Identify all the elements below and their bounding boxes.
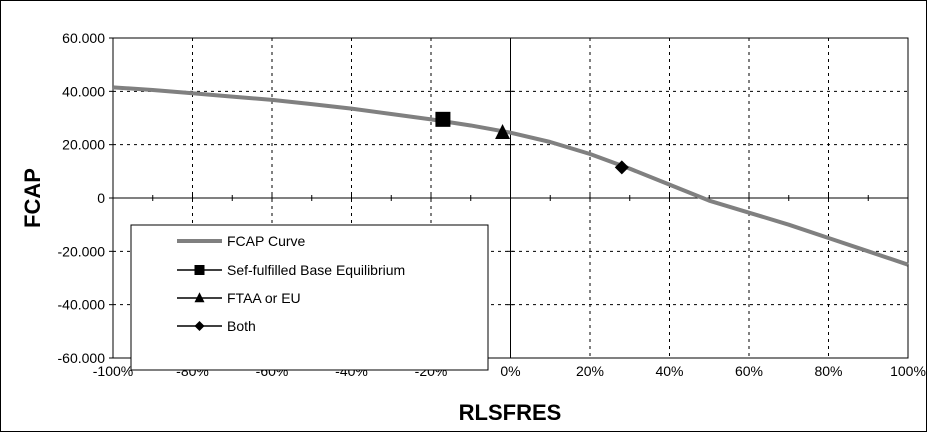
legend-label: FCAP Curve bbox=[227, 233, 306, 249]
x-tick-label: 80% bbox=[814, 363, 842, 379]
legend-label: FTAA or EU bbox=[227, 290, 301, 306]
legend-square-icon bbox=[195, 265, 205, 275]
x-tick-label: 40% bbox=[655, 363, 683, 379]
x-axis-title: RLSFRES bbox=[459, 400, 562, 425]
y-tick-label: -20.000 bbox=[58, 243, 106, 259]
y-tick-label: 0 bbox=[97, 190, 105, 206]
legend-label: Sef-fulfilled Base Equilibrium bbox=[227, 262, 405, 278]
y-tick-label: -40.000 bbox=[58, 297, 106, 313]
y-tick-label: 40.000 bbox=[62, 83, 105, 99]
x-tick-label: 20% bbox=[576, 363, 604, 379]
square-marker bbox=[435, 112, 450, 127]
x-tick-label: 100% bbox=[890, 363, 926, 379]
x-tick-label: 0% bbox=[500, 363, 520, 379]
y-tick-label: 20.000 bbox=[62, 137, 105, 153]
y-axis-title: FCAP bbox=[20, 168, 45, 228]
y-tick-label: -60.000 bbox=[58, 350, 106, 366]
legend: FCAP Curve Sef-fulfilled Base Equilibrium… bbox=[131, 225, 488, 370]
y-tick-label: 60.000 bbox=[62, 30, 105, 46]
x-tick-label: 60% bbox=[735, 363, 763, 379]
legend-label: Both bbox=[227, 318, 256, 334]
